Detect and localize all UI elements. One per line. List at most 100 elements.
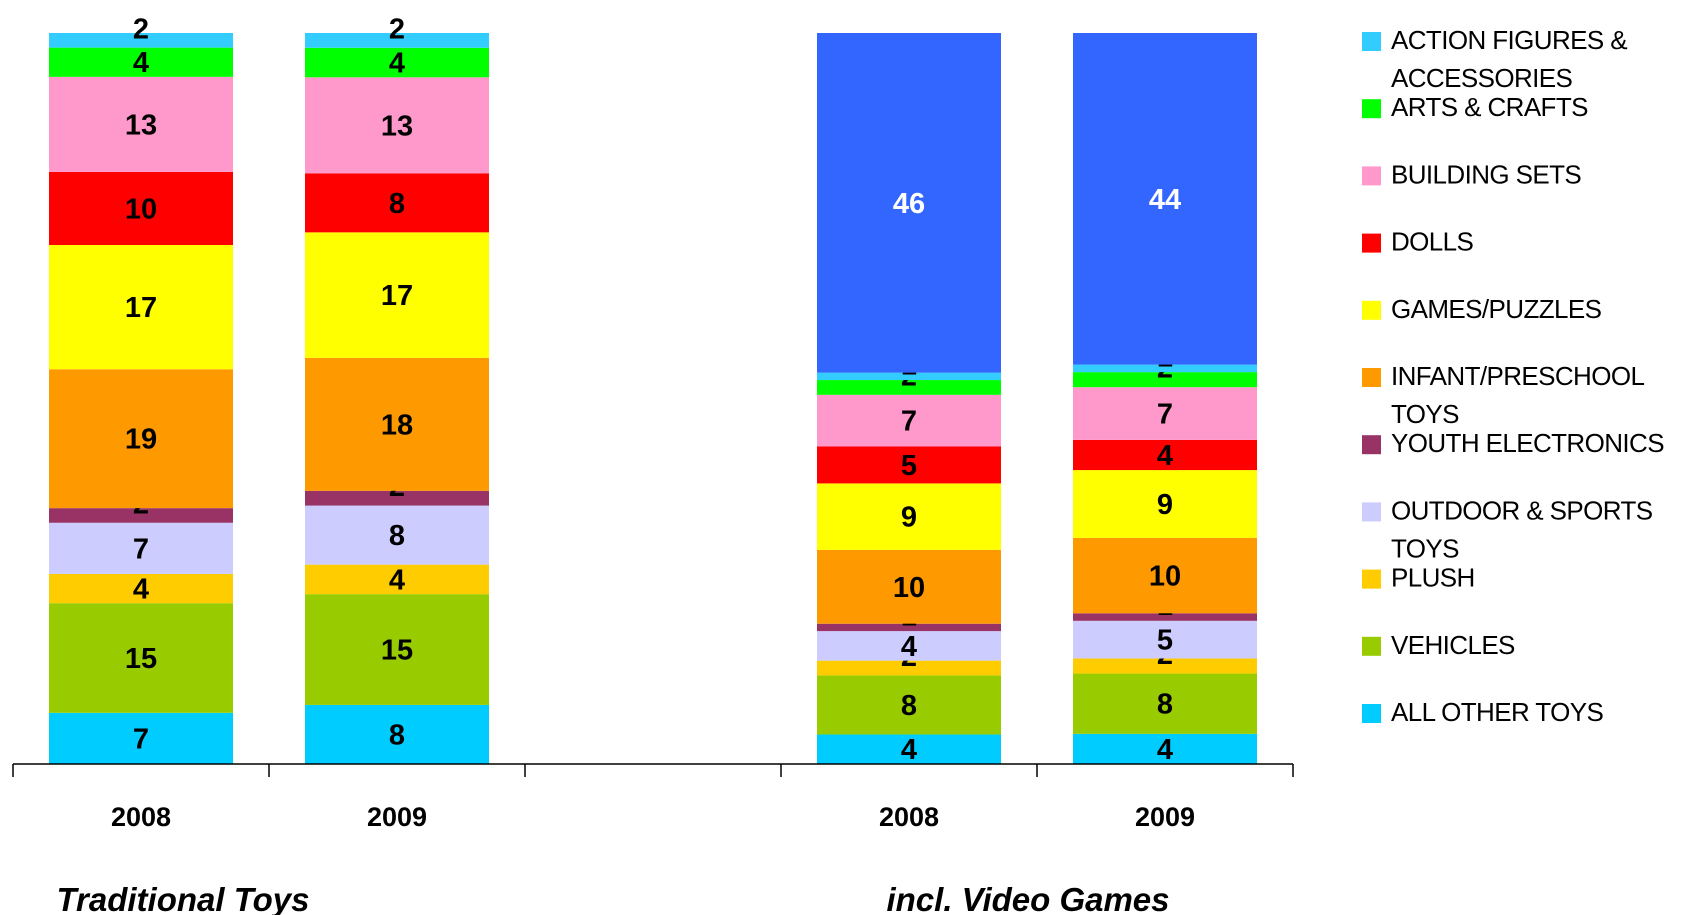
bar-segment [817,372,1001,381]
bar-segment [817,446,1001,484]
data-label: 7 [133,533,149,565]
legend-swatch [1362,32,1381,51]
bar-segment [1073,613,1257,621]
data-label: 4 [389,48,405,80]
bar-segment [1073,658,1257,674]
bar-segment [305,704,489,764]
legend-swatch [1362,569,1381,589]
bar-segment [49,33,233,48]
legend-swatch [1362,300,1381,320]
data-label: 8 [389,719,405,751]
bar-segment [817,734,1001,764]
bar-segment [305,490,489,506]
group-label: incl. Video Games [886,881,1169,915]
legend-item: INFANT/PRESCHOOL TOYS [1391,361,1644,429]
legend-swatch [1362,233,1381,253]
bar-segment [817,623,1001,632]
data-label: 17 [125,292,157,324]
data-label: 7 [901,406,917,438]
legend-item: YOUTH ELECTRONICS [1391,428,1664,458]
bar-segment [49,712,233,764]
data-label: 15 [125,643,157,675]
data-label: 13 [381,110,413,142]
x-tick-label: 2008 [879,802,939,832]
bar-segment [817,33,1001,373]
data-label: 17 [381,280,413,312]
bar-segment [305,33,489,48]
x-tick-label: 2009 [1135,802,1195,832]
legend-item: GAMES/PUZZLES [1391,294,1602,324]
data-label: 5 [1157,625,1173,657]
bar-segment [49,369,233,509]
bar-segment [49,171,233,245]
data-label: 4 [133,47,149,79]
bar-segment [49,603,233,713]
bar-segment [817,631,1001,661]
bar-segment [305,564,489,595]
data-label: 8 [389,188,405,220]
legend-swatch [1362,99,1381,119]
x-tick-label: 2009 [367,802,427,832]
bar-segment [305,77,489,174]
data-label: 2 [389,13,405,45]
data-label: 4 [133,574,149,606]
data-label: 4 [389,564,405,596]
bar-segment [1073,364,1257,373]
legend-swatch [1362,502,1381,522]
data-label: 19 [125,424,157,456]
data-label: 8 [389,520,405,552]
legend-item: ACTION FIGURES & ACCESSORIES [1391,25,1627,93]
legend-swatch [1362,166,1381,186]
bar-segment [1073,673,1257,734]
bar-segment [49,522,233,574]
data-label: 13 [125,109,157,141]
legend-item: VEHICLES [1391,630,1515,660]
data-label: 18 [381,409,413,441]
bar-segment [1073,470,1257,538]
data-label: 7 [1157,399,1173,431]
data-label: 4 [901,631,917,663]
data-label: 7 [133,723,149,755]
data-label: 8 [1157,689,1173,721]
bar-segment [817,549,1001,624]
bar-segment [305,232,489,358]
bar-segment [1073,733,1257,764]
data-label: 46 [893,188,925,220]
bar-segment [305,47,489,78]
data-label: 5 [901,450,917,482]
bar-segment [1073,439,1257,471]
bar-segment [49,573,233,604]
legend-item: DOLLS [1391,227,1474,257]
data-label: 4 [1157,734,1173,766]
legend-item: ARTS & CRAFTS [1391,92,1588,122]
legend-item: BUILDING SETS [1391,159,1581,189]
bar-segment [305,505,489,565]
data-label: 2 [133,13,149,45]
legend-swatch [1362,368,1381,387]
legend-item: ALL OTHER TOYS [1391,697,1603,727]
bar-segment [1073,537,1257,614]
bar-segment [817,660,1001,676]
bar-segment [49,244,233,370]
bar-segment [305,173,489,233]
data-label: 10 [125,193,157,225]
bar-segment [305,357,489,491]
bar-segment [817,675,1001,735]
bar-segment [305,594,489,705]
data-label: 9 [1157,489,1173,521]
data-label: 10 [1149,561,1181,593]
legend-swatch [1362,704,1381,723]
bar-segment [1073,372,1257,388]
bar-segment [49,76,233,172]
bar-segment [1073,620,1257,659]
data-label: 8 [901,690,917,722]
bar-segment [49,508,233,523]
legend-item: PLUSH [1391,563,1475,593]
data-label: 9 [901,502,917,534]
bar-segment [1073,33,1257,365]
data-label: 44 [1149,184,1181,216]
legend-swatch [1362,636,1381,656]
bar-segment [817,483,1001,550]
bar-segment [817,380,1001,395]
